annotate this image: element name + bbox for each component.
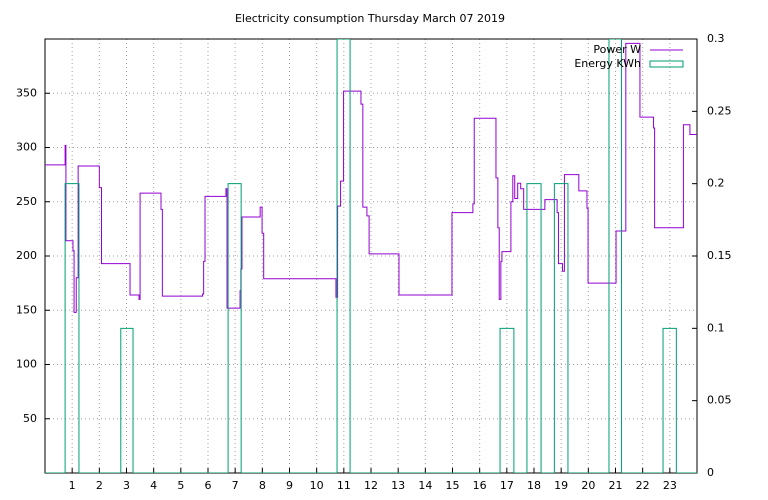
x-tick-label: 17 [500,479,514,492]
x-tick-label: 13 [391,479,405,492]
series-line [45,39,697,473]
y-tick-label: 350 [16,86,37,99]
y2-tick-label: 0.15 [707,249,732,262]
y-tick-label: 300 [16,141,37,154]
x-tick-label: 6 [205,479,212,492]
x-tick-label: 14 [418,479,432,492]
y2-tick-label: 0.05 [707,394,732,407]
y2-tick-label: 0.25 [707,104,732,117]
y2-tick-label: 0.3 [707,32,725,45]
x-tick-label: 21 [609,479,623,492]
x-tick-label: 10 [310,479,324,492]
x-tick-label: 9 [286,479,293,492]
legend-label: Energy KWh [574,57,641,70]
x-tick-label: 19 [554,479,568,492]
y-tick-label: 50 [23,412,37,425]
x-tick-label: 20 [581,479,595,492]
x-tick-label: 23 [663,479,677,492]
legend-swatch [649,60,684,68]
y-tick-label: 200 [16,249,37,262]
x-tick-label: 2 [96,479,103,492]
x-tick-label: 16 [473,479,487,492]
y-tick-label: 100 [16,358,37,371]
y2-tick-label: 0.2 [707,177,725,190]
series-line [45,42,697,313]
y-tick-label: 150 [16,303,37,316]
y2-tick-label: 0 [707,466,714,479]
x-tick-label: 4 [150,479,157,492]
x-tick-label: 22 [636,479,650,492]
y-tick-label: 250 [16,195,37,208]
x-tick-label: 18 [527,479,541,492]
y2-tick-label: 0.1 [707,321,725,334]
legend-label: Power W [593,43,641,56]
x-tick-label: 5 [177,479,184,492]
x-tick-label: 11 [337,479,351,492]
x-tick-label: 3 [123,479,130,492]
x-tick-label: 12 [364,479,378,492]
x-tick-label: 15 [446,479,460,492]
chart-title: Electricity consumption Thursday March 0… [235,12,505,25]
x-tick-label: 1 [69,479,76,492]
x-tick-label: 8 [259,479,266,492]
x-tick-label: 7 [232,479,239,492]
